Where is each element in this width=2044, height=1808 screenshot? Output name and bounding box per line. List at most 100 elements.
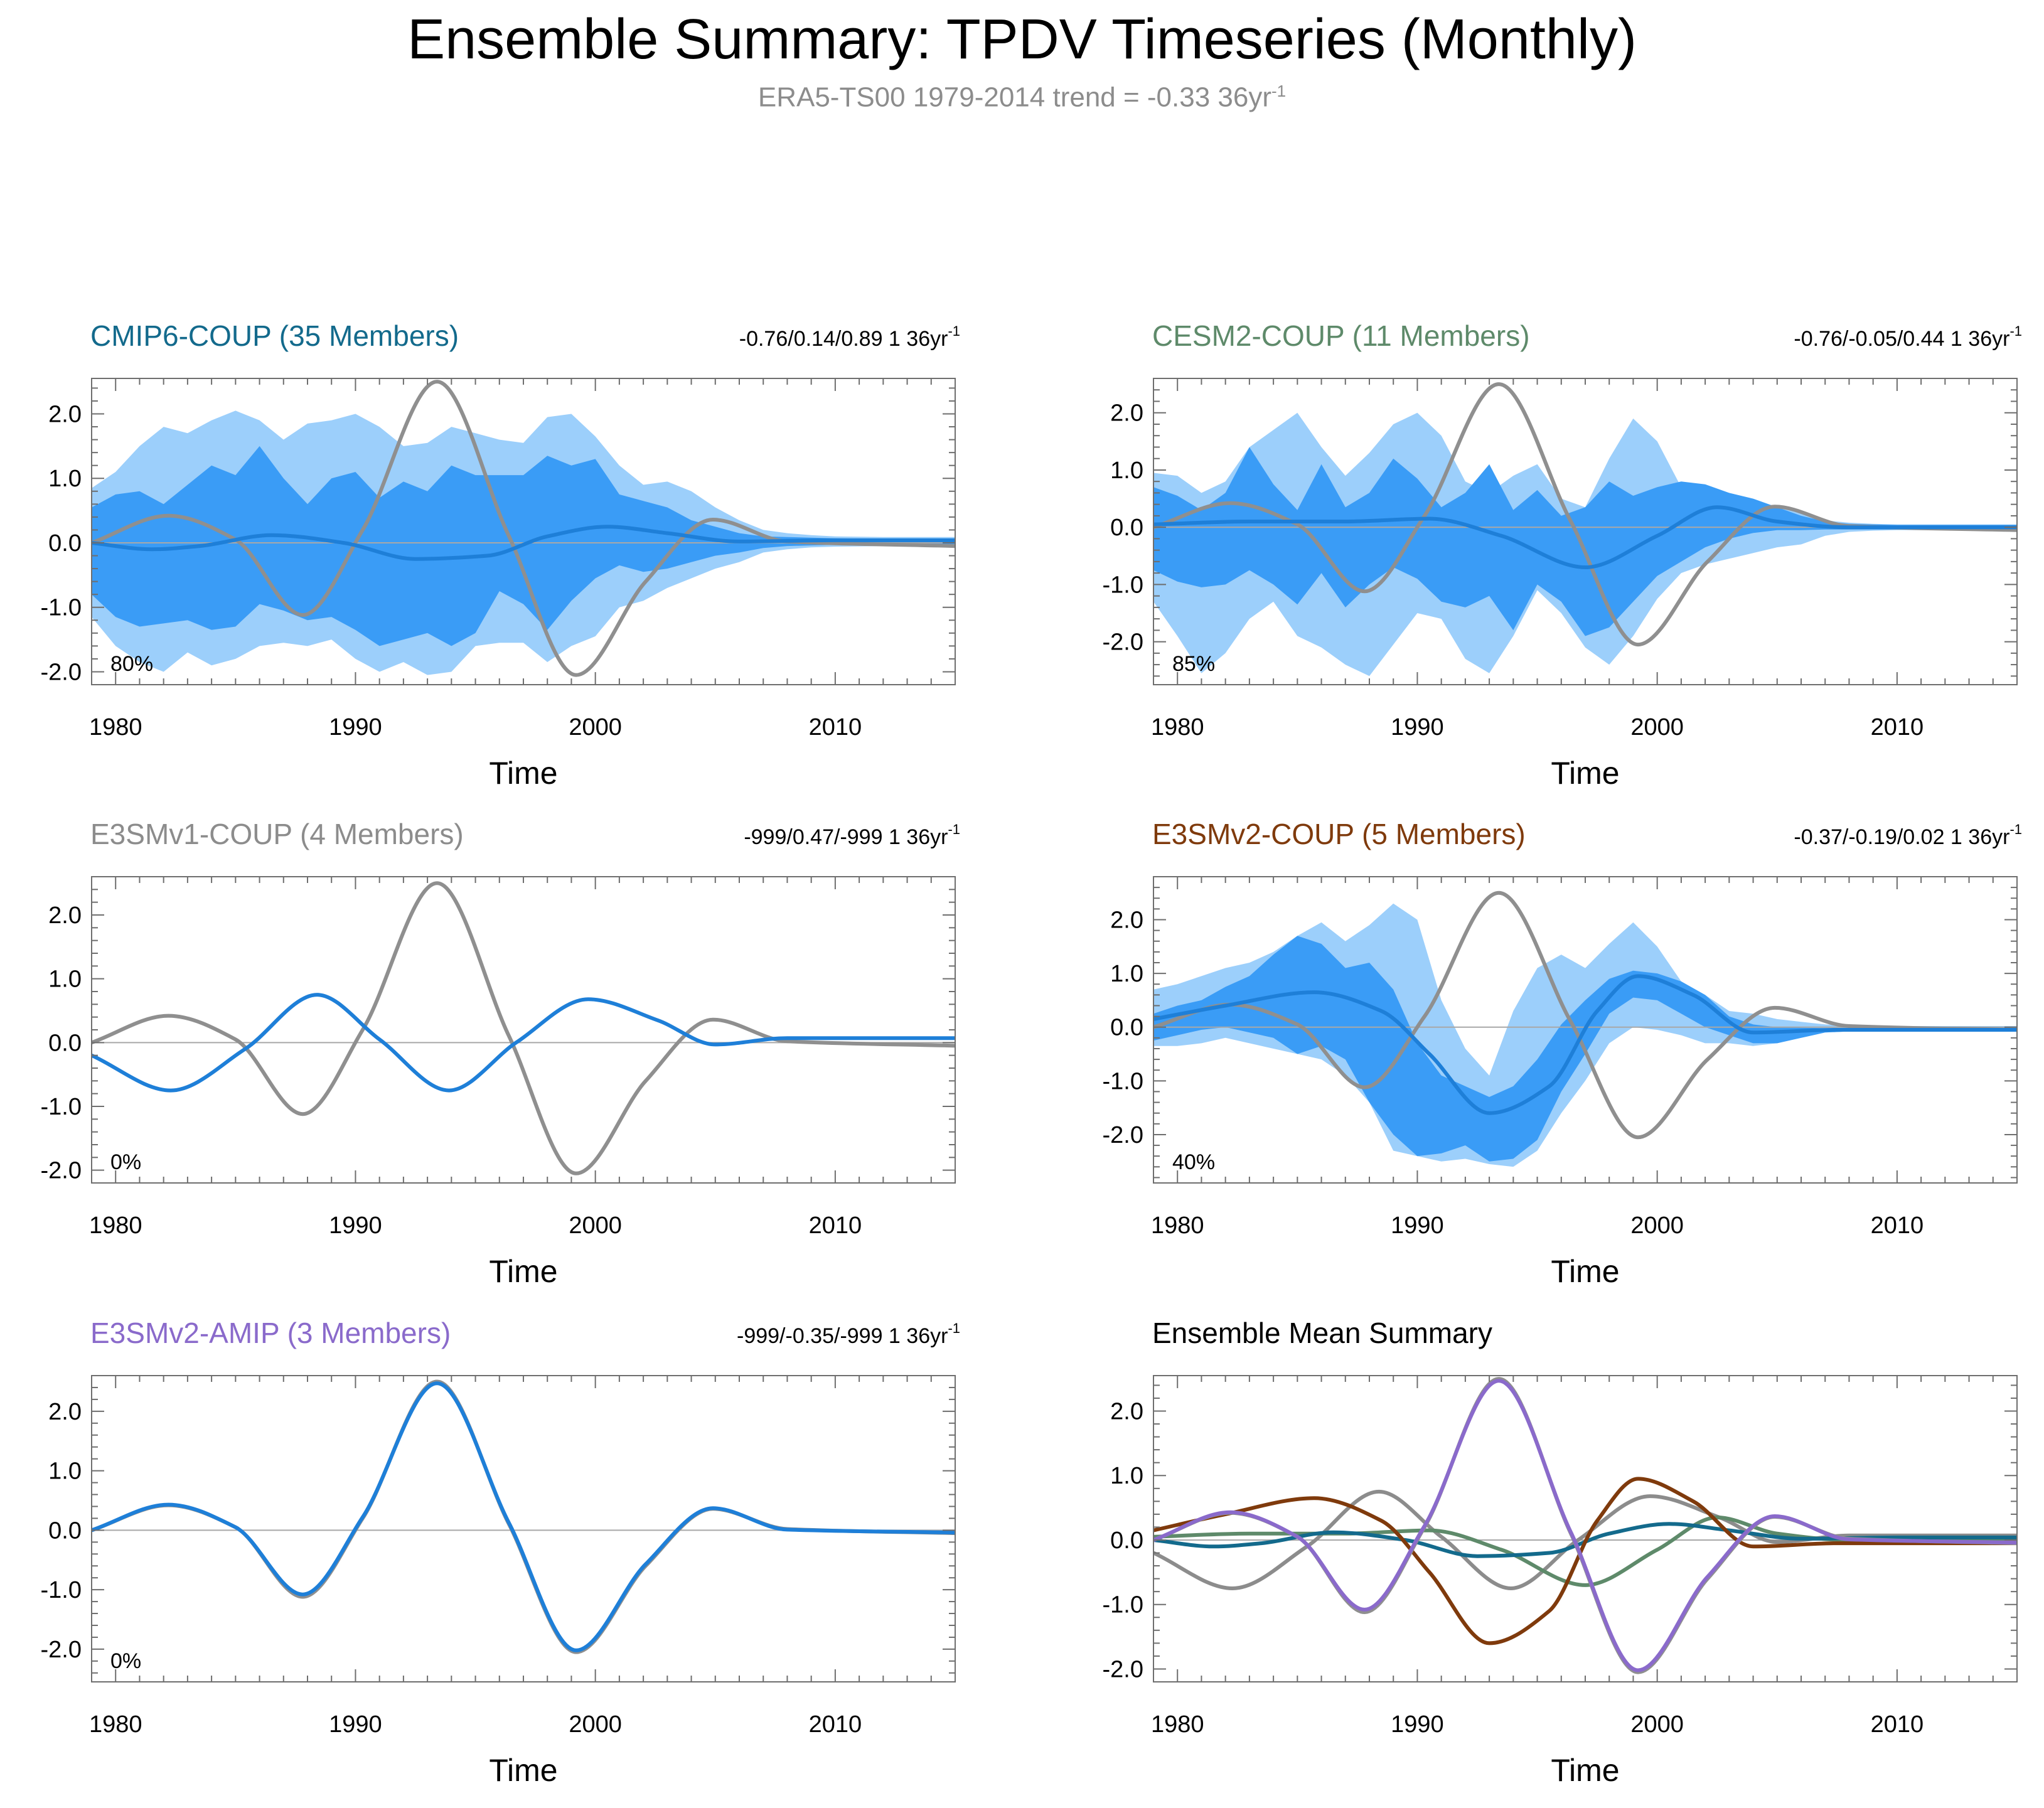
subtitle-superscript: -1 bbox=[1271, 82, 1287, 100]
x-tick-label: 2000 bbox=[1630, 1212, 1684, 1239]
percent-annotation: 0% bbox=[110, 1649, 141, 1673]
ensemble-mean-line bbox=[92, 993, 955, 1093]
panel-1: CESM2-COUP (11 Members) -0.76/-0.05/0.44 … bbox=[1103, 319, 2022, 791]
subtitle-text: ERA5-TS00 1979-2014 trend = -0.33 36yr bbox=[757, 82, 1272, 113]
x-tick-label: 2010 bbox=[809, 714, 862, 741]
x-tick-label: 2010 bbox=[809, 1212, 862, 1239]
x-tick-label: 2010 bbox=[809, 1711, 862, 1738]
x-tick-label: 1990 bbox=[1391, 714, 1444, 741]
panel-title: CMIP6-COUP (35 Members) bbox=[90, 319, 459, 352]
observed-line bbox=[1153, 891, 2017, 1140]
x-tick-label: 1980 bbox=[89, 1212, 142, 1239]
panel-0: CMIP6-COUP (35 Members) -0.76/0.14/0.89 1… bbox=[41, 319, 960, 791]
y-tick-label: 1.0 bbox=[1110, 457, 1143, 484]
plot-area bbox=[1153, 1377, 2017, 1674]
y-tick-label: 0.0 bbox=[1110, 515, 1143, 541]
x-tick-label: 2010 bbox=[1871, 1212, 1924, 1239]
y-tick-label: 1.0 bbox=[1110, 1463, 1143, 1489]
x-tick-label: 2010 bbox=[1871, 714, 1924, 741]
trend-label: -999/-0.35/-999 1 36yr-1 bbox=[737, 1320, 960, 1348]
y-tick-label: -1.0 bbox=[41, 1094, 82, 1120]
y-tick-label: 0.0 bbox=[48, 1517, 82, 1544]
x-tick-label: 2000 bbox=[1630, 714, 1684, 741]
series-line bbox=[1153, 1379, 2017, 1672]
x-tick-label: 1990 bbox=[1391, 1711, 1444, 1738]
ensemble-interquartile-band bbox=[1153, 447, 2017, 636]
trend-text: -999/-0.35/-999 1 36yr bbox=[737, 1324, 948, 1348]
x-tick-label: 1980 bbox=[89, 714, 142, 741]
panel-4: E3SMv2-AMIP (3 Members) -999/-0.35/-999 1… bbox=[41, 1317, 960, 1788]
plot-area bbox=[92, 1379, 955, 1654]
x-tick-label: 2000 bbox=[569, 1711, 622, 1738]
series-line bbox=[1153, 1377, 2017, 1674]
x-axis-label: Time bbox=[489, 1254, 557, 1289]
y-tick-label: -1.0 bbox=[1103, 1068, 1143, 1094]
y-tick-label: -1.0 bbox=[41, 1577, 82, 1603]
figure-title: Ensemble Summary: TPDV Timeseries (Month… bbox=[407, 8, 1637, 71]
panel-title: E3SMv1-COUP (4 Members) bbox=[90, 818, 464, 850]
observed-line bbox=[92, 881, 955, 1175]
plot-area bbox=[1153, 382, 2017, 677]
percent-annotation: 85% bbox=[1172, 652, 1215, 676]
y-tick-label: 1.0 bbox=[48, 966, 82, 993]
trend-text: -0.76/0.14/0.89 1 36yr bbox=[739, 327, 948, 351]
x-tick-label: 1980 bbox=[89, 1711, 142, 1738]
series-line bbox=[1153, 1522, 2017, 1558]
trend-text: -999/0.47/-999 1 36yr bbox=[744, 825, 948, 849]
x-tick-label: 1980 bbox=[1151, 714, 1204, 741]
x-tick-label: 2010 bbox=[1871, 1711, 1924, 1738]
percent-annotation: 80% bbox=[110, 652, 153, 676]
panel-title: E3SMv2-COUP (5 Members) bbox=[1152, 818, 1526, 850]
y-tick-label: 0.0 bbox=[48, 530, 82, 557]
figure-subtitle: ERA5-TS00 1979-2014 trend = -0.33 36yr-1 bbox=[0, 82, 2044, 114]
x-tick-label: 2000 bbox=[1630, 1711, 1684, 1738]
y-tick-label: 2.0 bbox=[1110, 907, 1143, 933]
x-tick-label: 2000 bbox=[569, 1212, 622, 1239]
y-tick-label: -2.0 bbox=[41, 1158, 82, 1184]
trend-text: -0.37/-0.19/0.02 1 36yr bbox=[1794, 825, 2009, 849]
y-tick-label: 2.0 bbox=[1110, 1399, 1143, 1425]
y-tick-label: 2.0 bbox=[1110, 400, 1143, 427]
panel-title: Ensemble Mean Summary bbox=[1152, 1317, 1492, 1349]
trend-superscript: -1 bbox=[948, 1320, 960, 1336]
y-tick-label: -2.0 bbox=[1103, 1122, 1143, 1148]
panel-2: E3SMv1-COUP (4 Members) -999/0.47/-999 1 … bbox=[41, 818, 960, 1289]
plot-frame bbox=[91, 876, 956, 1184]
series-line bbox=[1153, 1477, 2017, 1645]
plot-area bbox=[92, 380, 955, 677]
y-tick-label: -1.0 bbox=[1103, 572, 1143, 598]
ensemble-mean-line bbox=[92, 525, 955, 561]
panel-title: E3SMv2-AMIP (3 Members) bbox=[90, 1317, 451, 1349]
plot-area bbox=[92, 881, 955, 1175]
percent-annotation: 0% bbox=[110, 1150, 141, 1174]
trend-label: -0.76/-0.05/0.44 1 36yr-1 bbox=[1794, 323, 2022, 351]
y-tick-label: 1.0 bbox=[1110, 961, 1143, 987]
plot-area bbox=[1153, 891, 2017, 1167]
x-axis-label: Time bbox=[1551, 1254, 1619, 1289]
observed-line bbox=[1153, 382, 2017, 647]
trend-superscript: -1 bbox=[948, 821, 960, 837]
panel-5: Ensemble Mean Summary 1980 1990 2000 2010 2.0… bbox=[1103, 1317, 2018, 1788]
y-tick-label: 0.0 bbox=[48, 1030, 82, 1056]
observed-line bbox=[92, 1379, 955, 1654]
x-tick-label: 1990 bbox=[1391, 1212, 1444, 1239]
y-tick-label: 2.0 bbox=[48, 902, 82, 929]
y-tick-label: 1.0 bbox=[48, 466, 82, 492]
trend-label: -0.76/0.14/0.89 1 36yr-1 bbox=[739, 323, 960, 351]
y-tick-label: 1.0 bbox=[48, 1458, 82, 1485]
ensemble-mean-line bbox=[1153, 505, 2017, 569]
x-tick-label: 1980 bbox=[1151, 1212, 1204, 1239]
panel-3: E3SMv2-COUP (5 Members) -0.37/-0.19/0.02 … bbox=[1103, 818, 2022, 1289]
y-tick-label: -2.0 bbox=[41, 1637, 82, 1663]
trend-superscript: -1 bbox=[2009, 821, 2022, 837]
trend-label: -999/0.47/-999 1 36yr-1 bbox=[744, 821, 960, 849]
ensemble-mean-line bbox=[1153, 974, 2017, 1115]
y-tick-label: -1.0 bbox=[41, 595, 82, 621]
observed-line bbox=[92, 380, 955, 677]
panel-title: CESM2-COUP (11 Members) bbox=[1152, 319, 1530, 352]
y-tick-label: -2.0 bbox=[41, 659, 82, 685]
x-axis-label: Time bbox=[489, 1753, 557, 1788]
x-tick-label: 1990 bbox=[329, 1212, 382, 1239]
trend-superscript: -1 bbox=[2009, 323, 2022, 339]
